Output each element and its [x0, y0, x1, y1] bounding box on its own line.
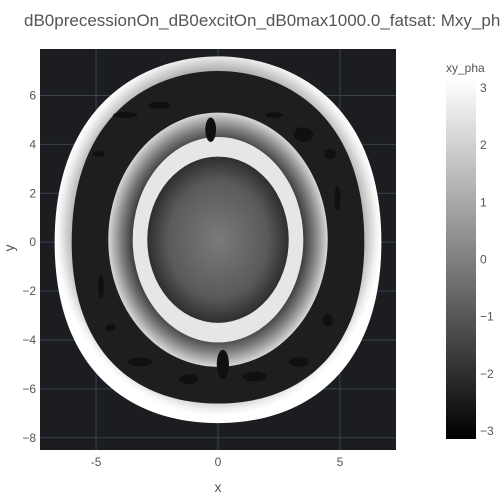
phase-wrap-speckle: [113, 112, 138, 118]
phase-wrap-speckle: [148, 101, 171, 109]
x-tick-label: -5: [91, 455, 102, 469]
phase-wrap-speckle: [178, 374, 199, 384]
phase-wrap-speckle: [293, 127, 314, 142]
core-region: [147, 156, 289, 323]
colorbar-tick-label: 0: [480, 253, 487, 267]
phase-wrap-speckle: [334, 185, 341, 211]
colorbar-tick-label: −3: [480, 424, 494, 438]
chart-title: dB0precessionOn_dB0excitOn_dB0max1000.0_…: [24, 11, 500, 30]
y-tick-label: −2: [22, 284, 36, 298]
colorbar-tick-label: 2: [480, 138, 487, 152]
phase-wrap-speckle: [265, 112, 283, 118]
phase-wrap-speckle: [92, 151, 105, 158]
y-tick-label: 4: [29, 137, 36, 151]
colorbar-title: xy_pha: [446, 61, 485, 75]
colorbar-tick-label: 1: [480, 195, 487, 209]
phase-wrap-speckle: [242, 371, 267, 382]
colorbar: 3 2 1 0 −1 −2 −3: [446, 80, 494, 439]
phase-wrap-speckle: [205, 117, 217, 142]
x-axis-ticks: -5 0 5: [91, 455, 344, 469]
x-axis-label: x: [215, 479, 222, 495]
x-tick-label: 0: [215, 455, 222, 469]
phase-wrap-speckle: [288, 357, 309, 367]
y-tick-label: 2: [29, 186, 36, 200]
colorbar-tick-label: −1: [480, 310, 494, 324]
phase-wrap-speckle: [322, 314, 333, 327]
phase-wrap-speckle: [324, 149, 337, 160]
y-tick-label: −4: [22, 333, 36, 347]
y-axis-label: y: [1, 245, 17, 252]
y-tick-label: −8: [22, 431, 36, 445]
y-tick-label: 0: [29, 235, 36, 249]
y-tick-label: 6: [29, 88, 36, 102]
phase-wrap-speckle: [105, 324, 116, 332]
y-axis-ticks: 6 4 2 0 −2 −4 −6 −8: [22, 88, 36, 444]
colorbar-tick-label: −2: [480, 367, 494, 381]
phase-wrap-speckle: [98, 273, 104, 299]
phase-wrap-speckle: [127, 357, 153, 367]
x-tick-label: 5: [337, 455, 344, 469]
y-tick-label: −6: [22, 382, 36, 396]
phase-wrap-speckle: [216, 349, 229, 380]
plot-area: [40, 49, 396, 450]
colorbar-tick-label: 3: [480, 81, 487, 95]
colorbar-gradient: [446, 80, 476, 439]
